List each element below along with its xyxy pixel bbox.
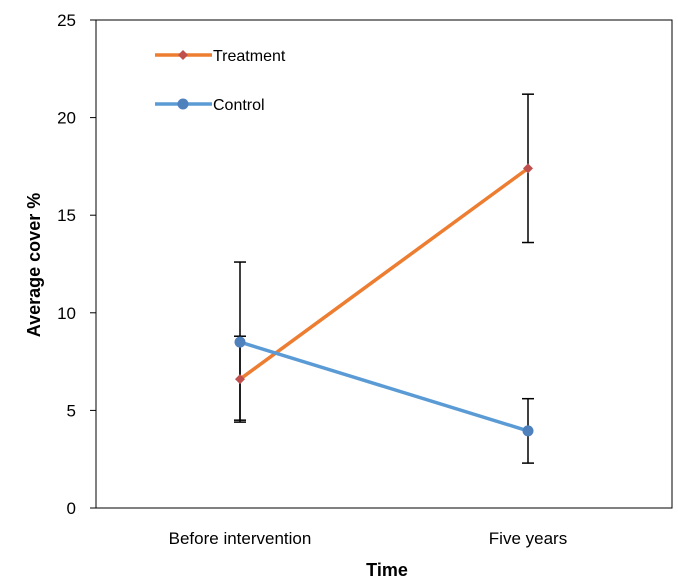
plot-area [95, 19, 673, 509]
y-tick-label: 0 [67, 499, 76, 518]
x-tick-label: Five years [489, 529, 567, 548]
error-bars [234, 93, 534, 464]
y-tick-label: 10 [57, 304, 76, 323]
x-axis: Before intervention Five years [169, 529, 568, 548]
y-axis-title: Average cover % [24, 193, 44, 337]
legend-label: Control [213, 97, 265, 114]
diamond-marker [178, 50, 188, 60]
y-tick-label: 5 [67, 401, 76, 420]
legend: Treatment Control [155, 48, 286, 114]
x-axis-title: Time [366, 560, 408, 580]
diamond-marker [523, 163, 533, 174]
y-tick-label: 20 [57, 109, 76, 128]
plot-border [95, 19, 673, 509]
series-line [239, 340, 529, 433]
y-tick-label: 25 [57, 11, 76, 30]
series-lines [234, 163, 534, 437]
y-axis: 0 5 10 15 20 25 [57, 11, 96, 518]
diamond-marker [235, 374, 245, 385]
legend-label: Treatment [213, 48, 286, 65]
y-tick-label: 15 [57, 206, 76, 225]
circle-marker [234, 336, 246, 348]
series-line [238, 166, 530, 381]
x-tick-label: Before intervention [169, 529, 312, 548]
circle-marker [522, 425, 534, 437]
circle-marker [177, 98, 189, 110]
